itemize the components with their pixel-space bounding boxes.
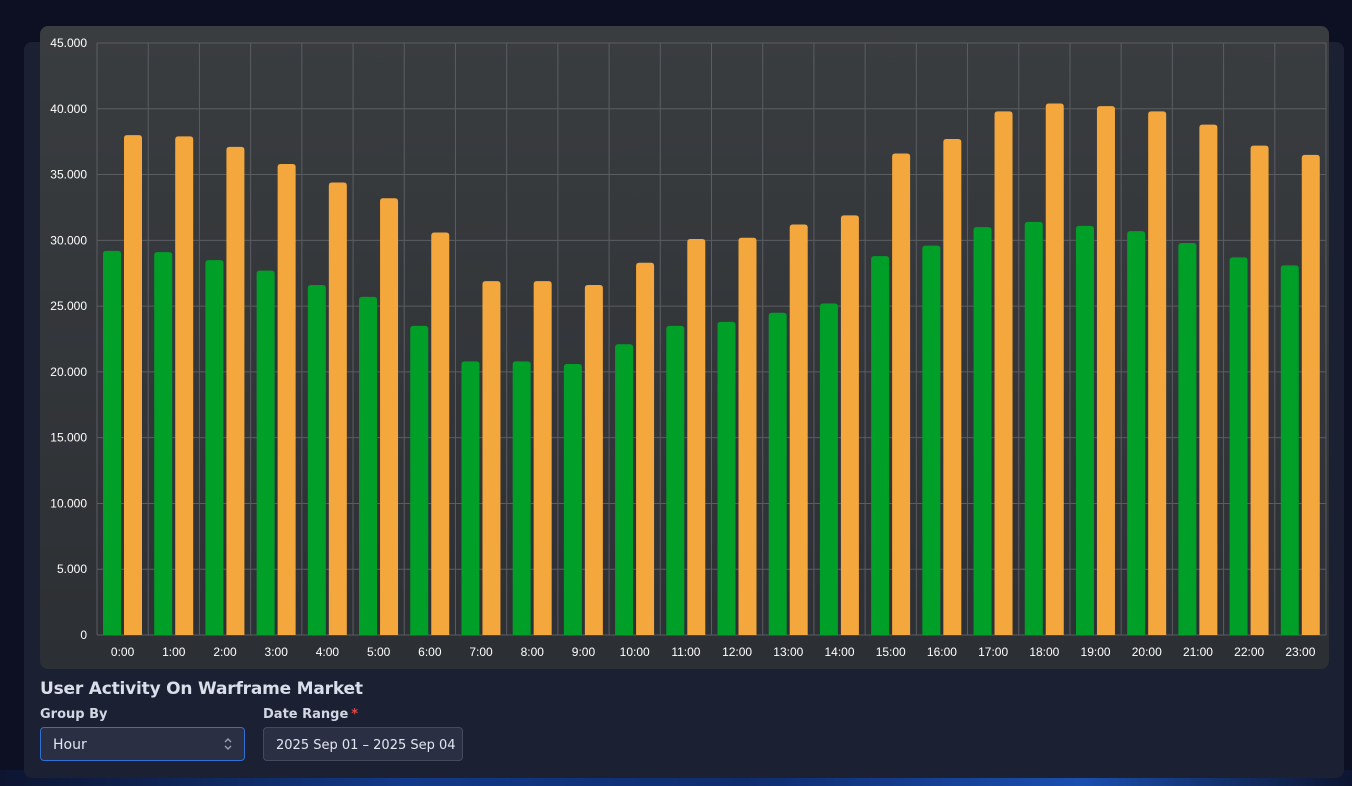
bar-series-2 [636,262,655,635]
x-tick-label: 5:00 [367,645,391,659]
x-tick-label: 2:00 [213,645,237,659]
x-tick-label: 11:00 [671,645,700,659]
date-range-label-text: Date Range [263,707,349,722]
y-tick-label: 0 [80,628,87,642]
bar-series-1 [615,344,634,635]
bar-series-2 [533,281,552,635]
x-tick-label: 15:00 [876,645,906,659]
bar-series-2 [1199,124,1218,635]
y-tick-label: 30.000 [50,233,87,247]
bar-series-2 [1250,145,1269,635]
x-tick-label: 19:00 [1081,645,1111,659]
bar-series-1 [307,285,326,635]
chart-card: 0 5.000 10.000 15.000 20.000 25.000 30.000 35.0… [40,26,1329,669]
y-tick-label: 40.000 [50,102,87,116]
bar-series-2 [175,136,194,635]
y-tick-label: 15.000 [50,431,87,445]
bar-series-1 [1024,221,1043,635]
bar-series-2 [380,198,399,636]
bar-series-1 [1280,265,1299,635]
bar-series-1 [1178,242,1197,635]
bar-series-2 [789,224,808,635]
bar-series-2 [840,215,859,636]
x-tick-label: 22:00 [1234,645,1264,659]
bar-series-1 [410,325,429,635]
bar-series-1 [359,296,378,635]
bar-series-1 [461,361,480,635]
bar-series-2 [1301,154,1320,636]
bar-series-2 [892,153,911,636]
bar-series-2 [328,182,347,635]
y-tick-label: 45.000 [50,36,87,50]
group-by-select[interactable]: Hour [40,727,245,761]
bar-series-2 [226,146,245,635]
x-tick-label: 9:00 [572,645,596,659]
bar-series-1 [512,361,531,635]
group-by-label: Group By [40,707,108,722]
bar-series-2 [994,111,1013,636]
date-range-input[interactable]: 2025 Sep 01 – 2025 Sep 04 [263,727,463,761]
bar-series-2 [584,285,603,635]
required-mark: * [351,707,359,722]
date-range-label: Date Range * [263,707,358,722]
x-tick-label: 21:00 [1183,645,1213,659]
bar-series-2 [1096,106,1115,635]
bar-series-1 [205,260,224,635]
x-tick-label: 4:00 [316,645,340,659]
bar-series-1 [666,325,685,635]
bar-series-1 [154,252,173,635]
bar-series-2 [943,139,962,635]
bar-series-1 [717,321,736,635]
bar-series-2 [738,237,757,636]
bar-series-2 [277,164,296,635]
chevron-up-down-icon [224,738,232,750]
bar-series-1 [871,256,890,635]
x-tick-label: 6:00 [418,645,442,659]
bar-series-1 [1075,225,1094,635]
bar-series-2 [687,239,706,636]
bar-series-2 [1148,111,1167,636]
x-tick-label: 8:00 [521,645,545,659]
bar-series-1 [563,363,582,635]
x-tick-label: 17:00 [978,645,1008,659]
bar-series-1 [973,227,992,635]
x-tick-label: 18:00 [1029,645,1059,659]
bar-series-1 [1229,257,1248,635]
x-tick-label: 13:00 [773,645,803,659]
bar-series-1 [1127,231,1146,635]
x-tick-label: 12:00 [722,645,752,659]
x-tick-label: 23:00 [1285,645,1315,659]
bar-series-2 [1045,103,1064,635]
bar-series-1 [819,303,838,635]
x-tick-label: 7:00 [469,645,493,659]
y-tick-label: 5.000 [57,562,87,576]
x-tick-label: 10:00 [620,645,650,659]
x-tick-label: 3:00 [265,645,289,659]
x-tick-label: 16:00 [927,645,957,659]
y-tick-label: 25.000 [50,299,87,313]
bar-series-1 [103,250,121,635]
bar-series-1 [768,312,787,635]
x-tick-label: 14:00 [825,645,855,659]
bar-series-2 [482,281,501,635]
bar-series-2 [124,135,142,635]
bar-series-1 [922,245,941,635]
y-tick-label: 35.000 [50,168,87,182]
x-tick-label: 1:00 [162,645,186,659]
x-tick-label: 20:00 [1132,645,1162,659]
y-tick-label: 20.000 [50,365,87,379]
chart-title: User Activity On Warframe Market [40,679,363,699]
user-activity-chart: 0 5.000 10.000 15.000 20.000 25.000 30.000 35.0… [50,36,1327,659]
bar-series-2 [431,232,450,635]
bar-series-1 [256,270,275,635]
x-tick-label: 0:00 [111,645,135,659]
group-by-value: Hour [53,737,87,753]
y-tick-label: 10.000 [50,496,87,510]
